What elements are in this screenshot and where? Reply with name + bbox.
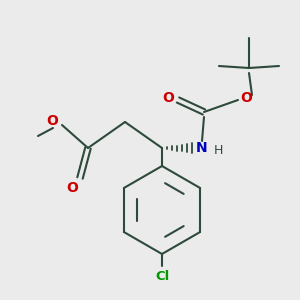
- Text: O: O: [46, 114, 58, 128]
- Text: N: N: [196, 141, 208, 155]
- Text: O: O: [66, 181, 78, 195]
- Text: O: O: [162, 91, 174, 105]
- Text: Cl: Cl: [155, 269, 169, 283]
- Text: O: O: [240, 91, 252, 105]
- Text: H: H: [213, 145, 223, 158]
